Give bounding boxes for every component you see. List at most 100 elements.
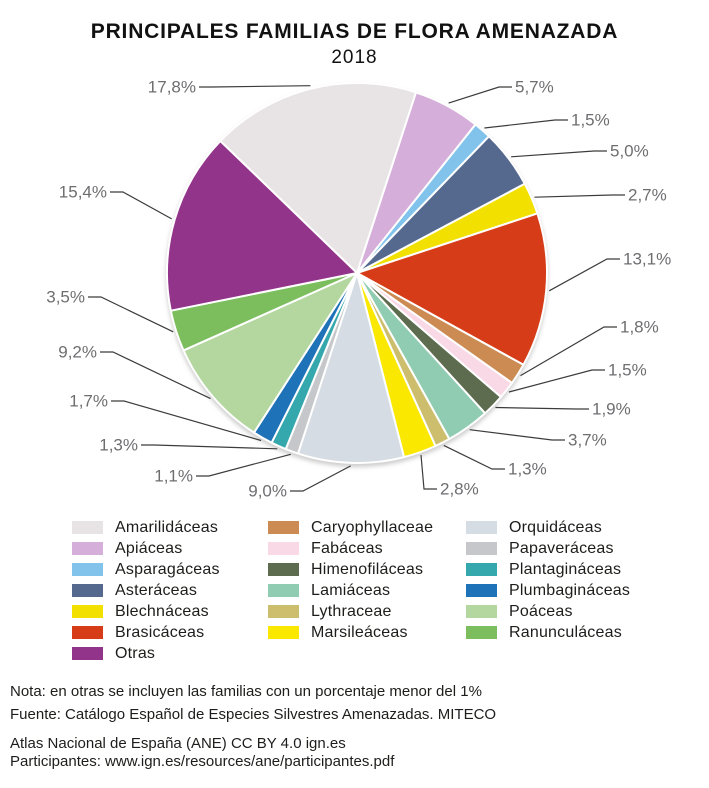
percent-label-lamiaceas: 3,7%: [568, 431, 607, 450]
leader-line-ranunculaceas: [88, 296, 174, 333]
legend-swatch-blechnaceas: [72, 605, 103, 618]
legend: Amarilidáceas Apiáceas Asparagáceas Asterác…: [0, 517, 709, 669]
percent-label-plantaginaceas: 1,3%: [99, 436, 138, 455]
legend-label-ranunculaceas: Ranunculáceas: [509, 623, 622, 641]
percent-label-caryophyllaceae: 1,8%: [620, 318, 659, 337]
legend-swatch-orquidaceas: [466, 521, 497, 534]
legend-label-apiaceas: Apiáceas: [115, 539, 183, 557]
legend-label-blechnaceas: Blechnáceas: [115, 602, 209, 620]
percent-label-poaceas: 9,2%: [58, 343, 97, 362]
legend-swatch-amarilidaceas: [72, 521, 103, 534]
percent-label-lythraceae: 1,3%: [508, 460, 547, 479]
legend-label-papaveraceas: Papaveráceas: [509, 539, 614, 557]
percent-label-ranunculaceas: 3,5%: [46, 288, 85, 307]
legend-label-brasicaceas: Brasicáceas: [115, 623, 205, 641]
legend-label-plantaginaceas: Plantagináceas: [509, 560, 622, 578]
legend-swatch-lamiaceas: [268, 584, 299, 597]
legend-item-otras: Otras: [72, 643, 220, 664]
legend-label-asparagaceas: Asparagáceas: [115, 560, 220, 578]
percent-label-apiaceas: 5,7%: [515, 78, 554, 97]
legend-item-himenofilaceas: Himenofiláceas: [268, 559, 433, 580]
legend-item-amarilidaceas: Amarilidáceas: [72, 517, 220, 538]
legend-column-2: Caryophyllaceae Fabáceas Himenofiláceas Lam…: [268, 517, 433, 643]
legend-item-apiaceas: Apiáceas: [72, 538, 220, 559]
leader-line-orquidaceas: [290, 465, 351, 492]
legend-item-papaveraceas: Papaveráceas: [466, 538, 630, 559]
leader-line-lamiaceas: [469, 429, 565, 441]
legend-swatch-otras: [72, 647, 103, 660]
legend-label-plumbaginaceas: Plumbagináceas: [509, 581, 631, 599]
legend-swatch-caryophyllaceae: [268, 521, 299, 534]
leader-line-plantaginaceas: [141, 444, 278, 450]
leader-line-lythraceae: [443, 444, 505, 470]
legend-item-ranunculaceas: Ranunculáceas: [466, 622, 630, 643]
legend-label-lamiaceas: Lamiáceas: [311, 581, 391, 599]
leader-line-apiaceas: [448, 86, 512, 104]
footnote-fuente: Fuente: Catálogo Español de Especies Sil…: [10, 706, 497, 723]
legend-swatch-apiaceas: [72, 542, 103, 555]
legend-swatch-fabaceas: [268, 542, 299, 555]
pie-chart: 17,8% 5,7%1,5%5,0%2,7%13,1%1,8%1,5%1,9%3,…: [46, 78, 671, 501]
legend-label-caryophyllaceae: Caryophyllaceae: [311, 518, 434, 536]
legend-item-caryophyllaceae: Caryophyllaceae: [268, 517, 433, 538]
leader-line-papaveraceas: [196, 453, 291, 477]
leader-lines-group: [88, 85, 625, 492]
percent-label-orquidaceas: 9,0%: [248, 482, 287, 501]
legend-item-orquidaceas: Orquidáceas: [466, 517, 630, 538]
pie-slice-amarilidaceas: [219, 82, 417, 274]
legend-label-amarilidaceas: Amarilidáceas: [115, 518, 219, 536]
percent-label-amarilidaceas: 17,8%: [148, 78, 196, 97]
pie-slice-poaceas: [182, 272, 358, 434]
legend-label-otras: Otras: [115, 644, 156, 662]
percent-label-blechnaceas: 2,7%: [628, 186, 667, 205]
legend-column-1: Amarilidáceas Apiáceas Asparagáceas Asterác…: [72, 517, 220, 664]
legend-swatch-plumbaginaceas: [466, 584, 497, 597]
leader-line-himenofilaceas: [495, 406, 589, 410]
legend-item-lythraceae: Lythraceae: [268, 601, 433, 622]
percent-label-asteraceas: 5,0%: [610, 142, 649, 161]
legend-swatch-himenofilaceas: [268, 563, 299, 576]
pie-slices-group: [166, 82, 548, 464]
leader-line-asparagaceas: [484, 119, 568, 129]
legend-swatch-poaceas: [466, 605, 497, 618]
legend-swatch-brasicaceas: [72, 626, 103, 639]
footnote-nota: Nota: en otras se incluyen las familias …: [10, 683, 482, 700]
percent-label-himenofilaceas: 1,9%: [592, 400, 631, 419]
percent-label-asparagaceas: 1,5%: [571, 111, 610, 130]
legend-label-orquidaceas: Orquidáceas: [509, 518, 602, 536]
leader-line-fabaceas: [508, 369, 605, 393]
chart-title: PRINCIPALES FAMILIAS DE FLORA AMENAZADA: [90, 20, 619, 43]
percent-labels-group: 17,8% 5,7%1,5%5,0%2,7%13,1%1,8%1,5%1,9%3,…: [46, 78, 671, 501]
legend-item-fabaceas: Fabáceas: [268, 538, 433, 559]
legend-label-fabaceas: Fabáceas: [311, 539, 383, 557]
legend-item-plantaginaceas: Plantagináceas: [466, 559, 630, 580]
pie-slice-brasicaceas: [356, 212, 548, 366]
percent-label-fabaceas: 1,5%: [608, 361, 647, 380]
chart-subtitle: 2018: [331, 47, 378, 68]
percent-label-marsileaceas: 2,8%: [440, 480, 479, 499]
legend-swatch-asparagaceas: [72, 563, 103, 576]
percent-label-brasicaceas: 13,1%: [623, 250, 671, 269]
legend-label-asteraceas: Asteráceas: [115, 581, 198, 599]
pie-slice-orquidaceas: [297, 272, 405, 464]
legend-item-blechnaceas: Blechnáceas: [72, 601, 220, 622]
legend-item-asteraceas: Asteráceas: [72, 580, 220, 601]
percent-label-plumbaginaceas: 1,7%: [69, 392, 108, 411]
leader-line-amarilidaceas: [199, 85, 311, 88]
legend-swatch-papaveraceas: [466, 542, 497, 555]
leader-line-caryophyllaceae: [520, 326, 617, 377]
leader-line-marsileaceas: [420, 455, 437, 490]
leader-line-brasicaceas: [548, 258, 620, 292]
legend-swatch-ranunculaceas: [466, 626, 497, 639]
percent-label-papaveraceas: 1,1%: [154, 467, 193, 486]
legend-label-lythraceae: Lythraceae: [311, 602, 392, 620]
legend-swatch-asteraceas: [72, 584, 103, 597]
percent-label-otras: 15,4%: [59, 183, 107, 202]
legend-label-marsileaceas: Marsileáceas: [311, 623, 408, 641]
legend-item-asparagaceas: Asparagáceas: [72, 559, 220, 580]
leader-line-poaceas: [100, 351, 211, 400]
legend-item-plumbaginaceas: Plumbagináceas: [466, 580, 630, 601]
legend-swatch-lythraceae: [268, 605, 299, 618]
footnote-atlas: Atlas Nacional de España (ANE) CC BY 4.0…: [10, 735, 346, 752]
